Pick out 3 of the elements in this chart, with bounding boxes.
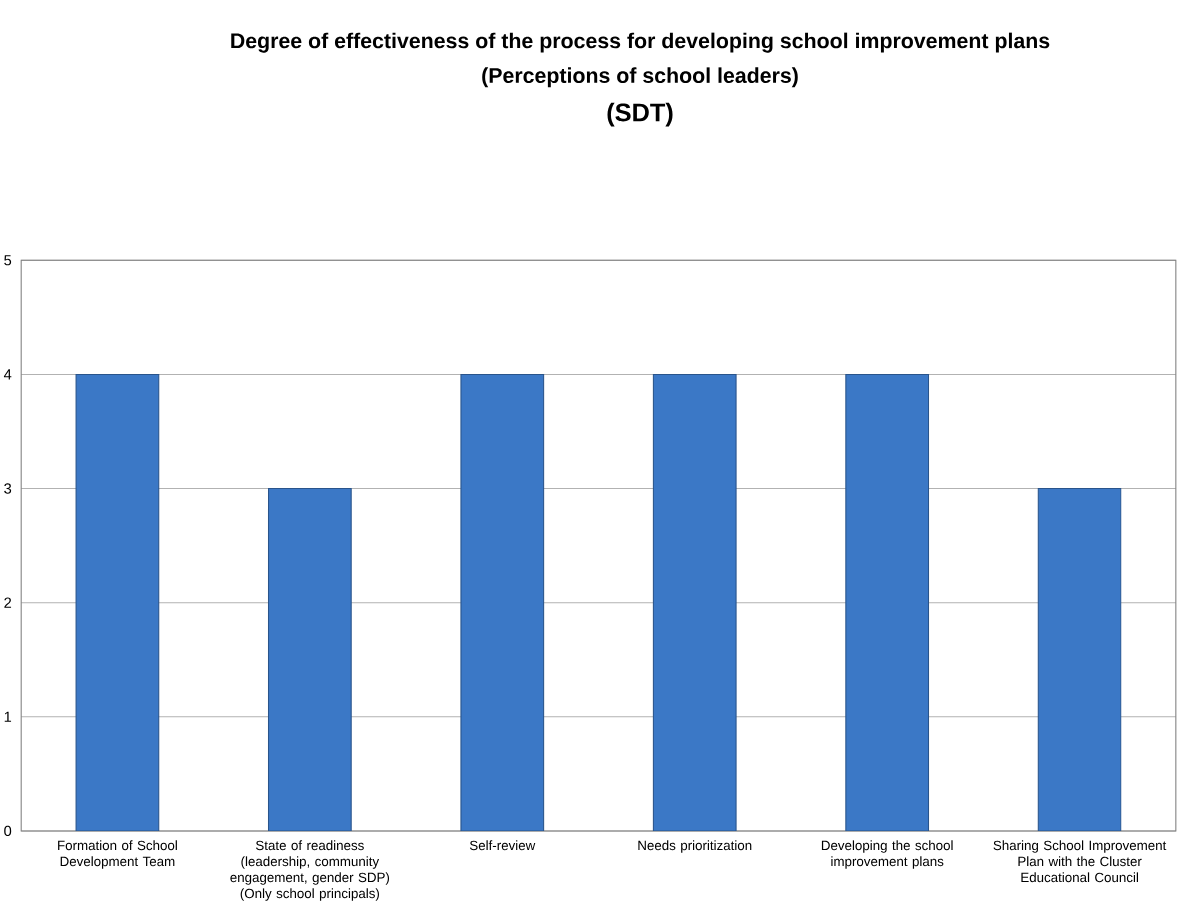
chart-subtitle: (Perceptions of school leaders) [482,67,798,88]
chart-title: Degree of effectiveness of the process for developing school improvement plans [231,32,1050,53]
text: (SDT) [607,102,673,127]
